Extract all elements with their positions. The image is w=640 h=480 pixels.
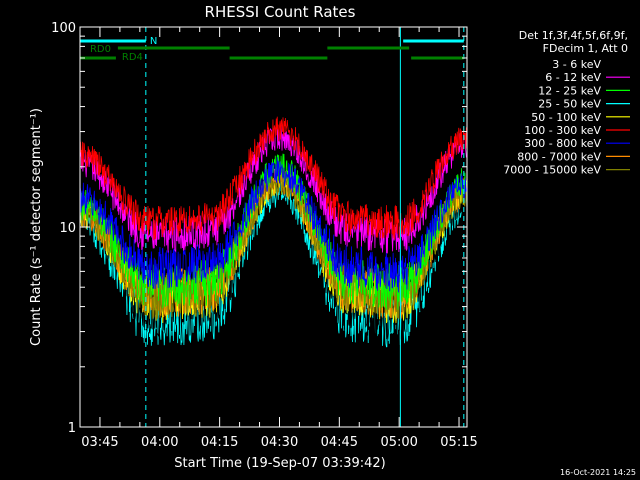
y-tick-label: 1 [68,421,76,436]
x-tick-label: 04:15 [201,435,238,450]
flag-label: RD4 [122,52,143,63]
legend-entry-label: 800 - 7000 keV [517,150,601,163]
y-tick-label: 100 [51,21,76,36]
y-axis-label: Count Rate (s⁻¹ detector segment⁻¹) [29,108,44,346]
flag-label: RD0 [90,44,111,55]
x-tick-label: 05:15 [440,435,477,450]
legend-entry-label: 3 - 6 keV [552,58,601,71]
legend-entry-label: 6 - 12 keV [545,71,601,84]
flag-label: N [150,36,157,47]
x-tick-label: 04:30 [261,435,298,450]
series-line [80,116,467,241]
timestamp: 16-Oct-2021 14:25 [560,468,636,477]
legend-entry-label: 50 - 100 keV [531,111,601,124]
legend-entry-label: 7000 - 15000 keV [503,164,601,177]
chart-title: RHESSI Count Rates [205,3,356,21]
legend-entry-label: 100 - 300 keV [524,124,601,137]
legend: Det 1f,3f,4f,5f,6f,9f, FDecim 1, Att 0 3… [503,29,630,177]
y-tick-label: 10 [59,221,76,236]
x-tick-label: 03:45 [81,435,118,450]
x-tick-label: 04:00 [141,435,178,450]
x-tick-label: 04:45 [321,435,358,450]
series-line [80,157,467,293]
legend-entry-label: 300 - 800 keV [524,137,601,150]
legend-header-line-2: FDecim 1, Att 0 [543,42,628,55]
x-axis-label: Start Time (19-Sep-07 03:39:42) [174,456,385,471]
legend-header-line-1: Det 1f,3f,4f,5f,6f,9f, [519,29,628,42]
legend-entry-label: 25 - 50 keV [538,98,601,111]
x-tick-label: 05:00 [380,435,417,450]
legend-entry-label: 12 - 25 keV [538,84,601,97]
